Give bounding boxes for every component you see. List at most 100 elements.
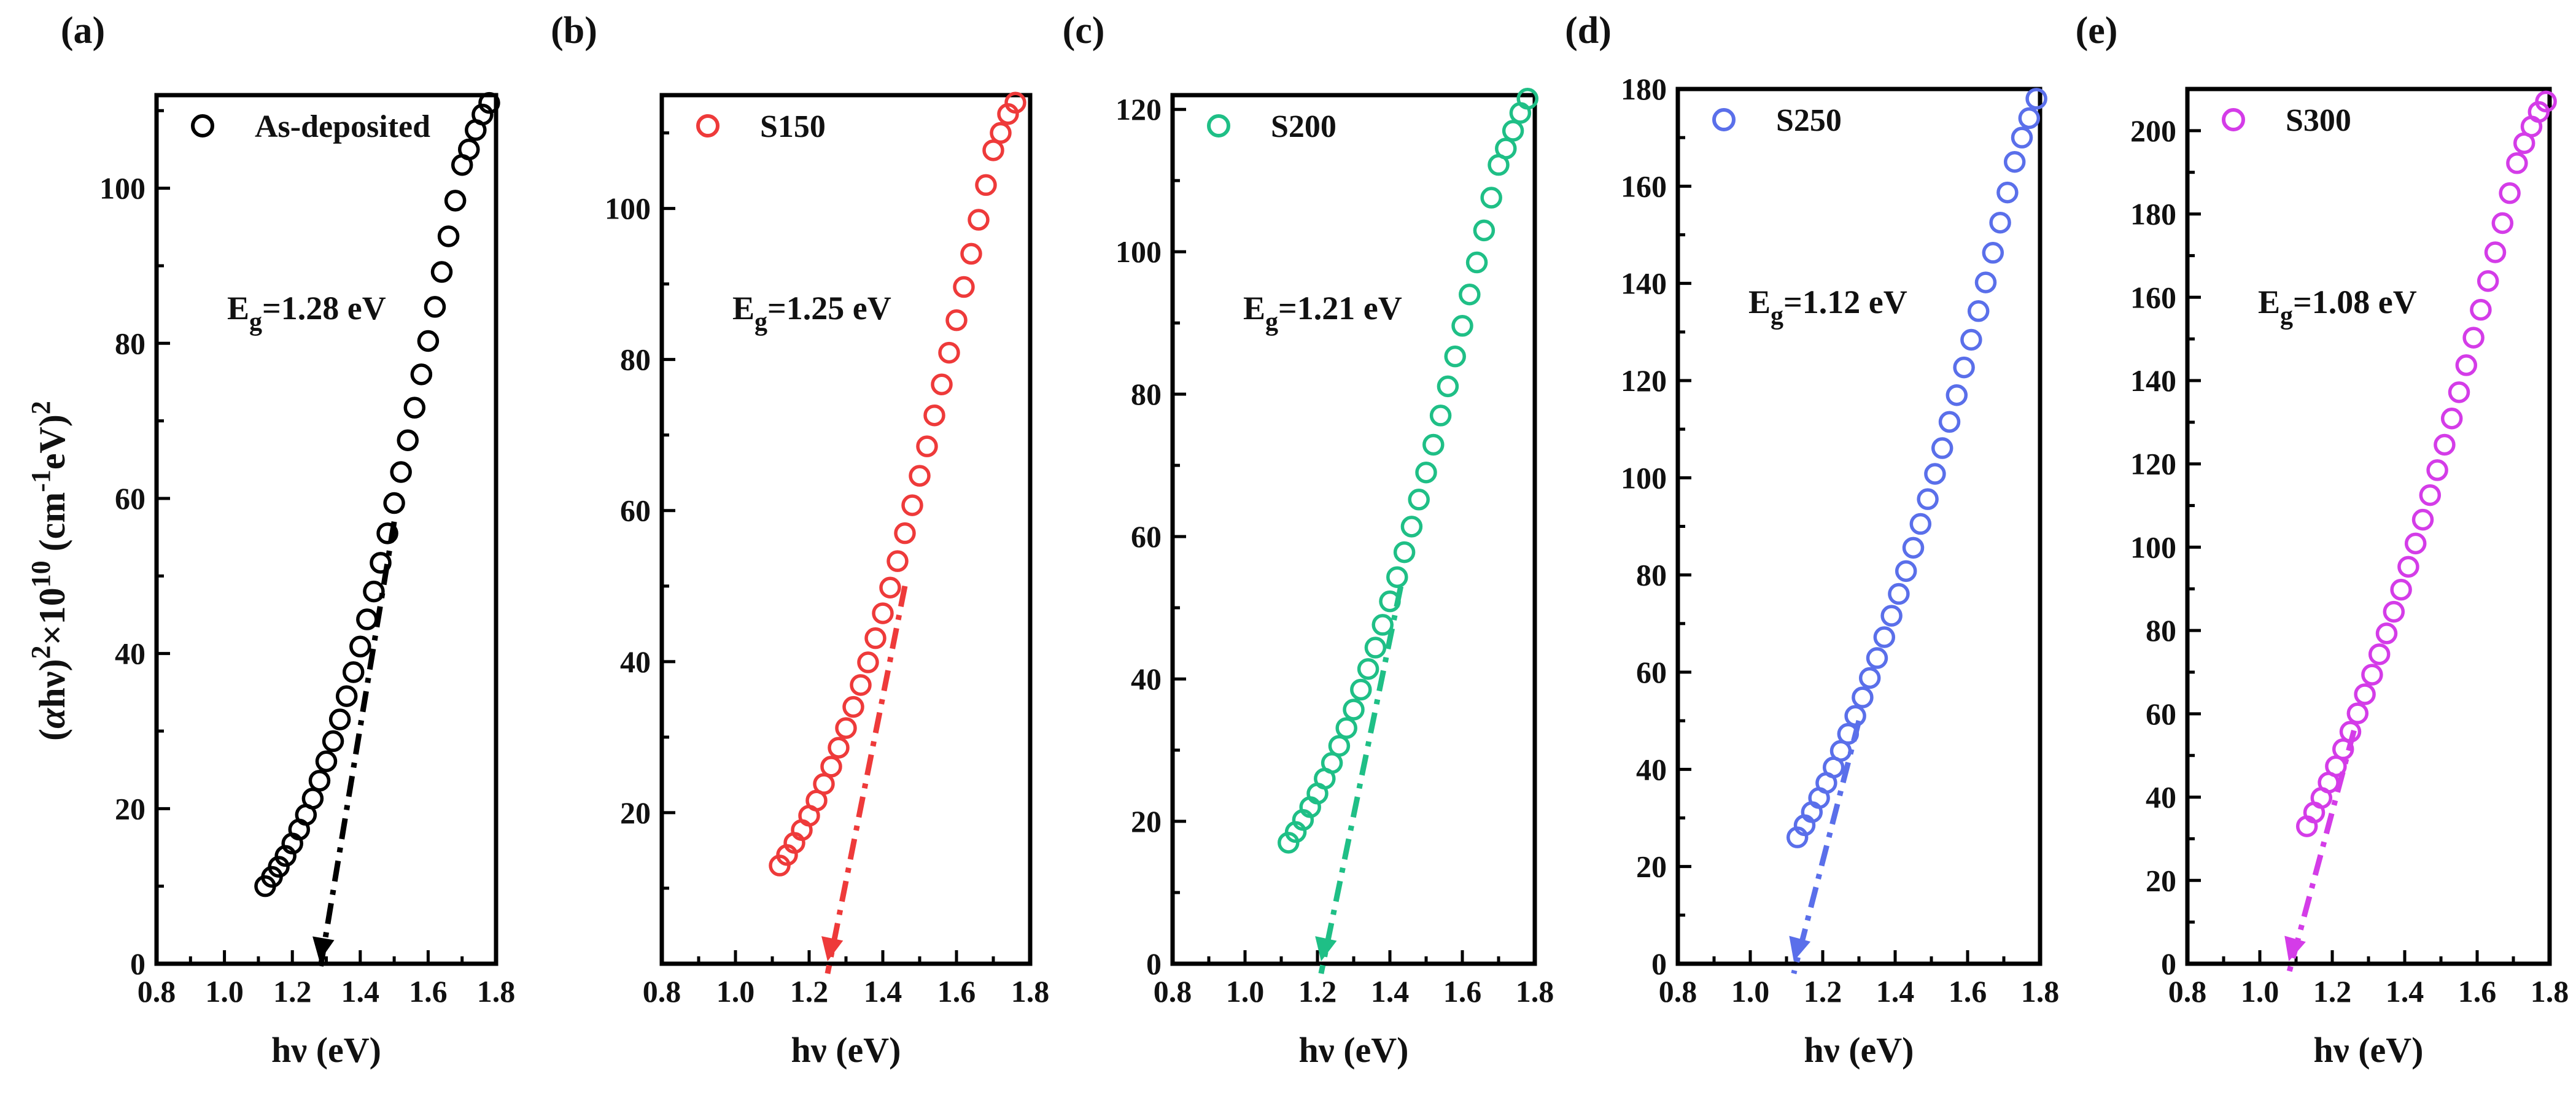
data-point [1473,219,1496,242]
data-point [2404,532,2427,555]
data-point [1902,536,1925,559]
y-tick-label: 200 [2130,114,2176,148]
y-label-superscript: 2 [26,646,56,659]
data-point [335,685,358,707]
data-point [328,708,351,730]
y-tick-label: 0 [1146,947,1162,981]
data-point [2470,298,2492,321]
data-point [1371,614,1394,636]
data-point [2354,683,2376,705]
x-tick-label: 1.6 [1949,974,1987,1009]
data-point [458,138,480,161]
data-point [363,580,385,603]
y-label-part: eV) [32,414,72,470]
y-tick-label: 100 [1621,460,1667,495]
data-point [1400,516,1423,538]
y-label-part: ( [32,729,72,741]
x-axis-label: hν (eV) [271,1030,381,1070]
data-point [268,856,290,878]
data-point [872,602,894,624]
x-tick-label: 1.2 [790,974,829,1009]
band-gap-label: Eg=1.28 eV [227,290,386,336]
data-point [1844,705,1866,727]
plot-frame [154,93,499,966]
y-tick-label: 160 [2130,280,2176,314]
data-point [1931,437,1953,459]
data-point [2018,107,2041,130]
x-tick-label: 1.4 [1876,974,1915,1009]
data-point [1357,658,1379,680]
y-tick-label: 180 [2130,197,2176,231]
data-point [1495,138,1517,160]
x-tick-label: 1.4 [341,974,380,1009]
band-gap-label: Eg=1.08 eV [2258,284,2417,330]
fit-line [317,521,397,974]
data-point [397,429,419,451]
data-point [894,522,916,544]
data-point [2506,152,2528,174]
band-gap-symbol: E [2258,284,2280,320]
band-gap-label: Eg=1.21 eV [1243,290,1402,336]
data-point [390,461,412,483]
legend-label: S300 [2286,103,2351,138]
fit-arrowhead [312,936,335,961]
data-point [931,373,953,396]
data-point [938,341,960,364]
y-label-part: (cm [32,492,72,561]
y-tick-label: 80 [2146,613,2176,648]
data-point [1946,384,1968,406]
data-point [909,465,931,487]
panel-tag: (c) [1063,10,1105,52]
data-point [813,773,835,795]
x-label-unit: (eV) [307,1030,381,1070]
data-point [886,550,909,572]
y-tick-label: 160 [1621,169,1667,203]
y-tick-label: 40 [620,645,651,679]
panel-tag: (e) [2076,10,2118,52]
x-label-symbol: hν [1804,1030,1840,1070]
data-point [820,756,842,778]
y-tick-label: 100 [2130,530,2176,564]
y-label-superscript: 2 [26,401,56,414]
data-point [828,737,850,759]
chart-panel-5: (e) 0.8 1.0 1.2 1.4 1.6 1.8 0 20 40 60 80 100 120 140 1… [2076,10,2569,1070]
x-label-symbol: hν [2314,1030,2349,1070]
data-point [1408,489,1430,511]
data-point [301,788,324,810]
y-tick-label: 180 [1621,72,1667,106]
data-point [2397,556,2419,578]
fit-arrowhead [1789,935,1811,961]
data-point [1343,699,1365,721]
y-tick-label: 20 [620,796,651,830]
legend-label: S250 [1776,103,1842,138]
data-point [356,608,378,630]
data-point [1429,405,1452,427]
data-point [2462,327,2485,349]
data-point [1858,667,1881,689]
y-tick-label: 100 [99,171,145,206]
x-tick-label: 1.2 [1298,974,1337,1009]
legend-marker [1207,114,1230,138]
data-point [960,242,982,265]
data-point [1516,88,1538,110]
y-tick-label: 80 [115,326,145,360]
data-point [1328,735,1351,757]
chart-panel-2: (b) 0.8 1.0 1.2 1.4 1.6 1.8 20 40 60 80 100 hν (eV) S… [551,10,1049,1070]
band-gap-subscript: g [249,308,262,336]
x-tick-label: 1.0 [716,974,755,1009]
y-tick-label: 120 [1621,363,1667,398]
y-tick-label: 120 [2130,447,2176,481]
data-point [857,651,879,673]
data-point [471,103,494,126]
band-gap-symbol: E [732,290,755,327]
data-point [1953,356,1975,379]
x-tick-label: 1.8 [1516,974,1554,1009]
y-tick-label: 100 [1115,234,1162,269]
chart-panel-3: (c) 0.8 1.0 1.2 1.4 1.6 1.8 0 20 40 60 80 100 120 hν (… [1063,10,1554,1070]
data-point [1415,461,1437,484]
data-point [968,209,990,231]
y-tick-label: 60 [2146,697,2176,731]
data-point [1996,181,2019,204]
data-point [1982,242,2004,264]
y-tick-label: 100 [605,192,651,226]
